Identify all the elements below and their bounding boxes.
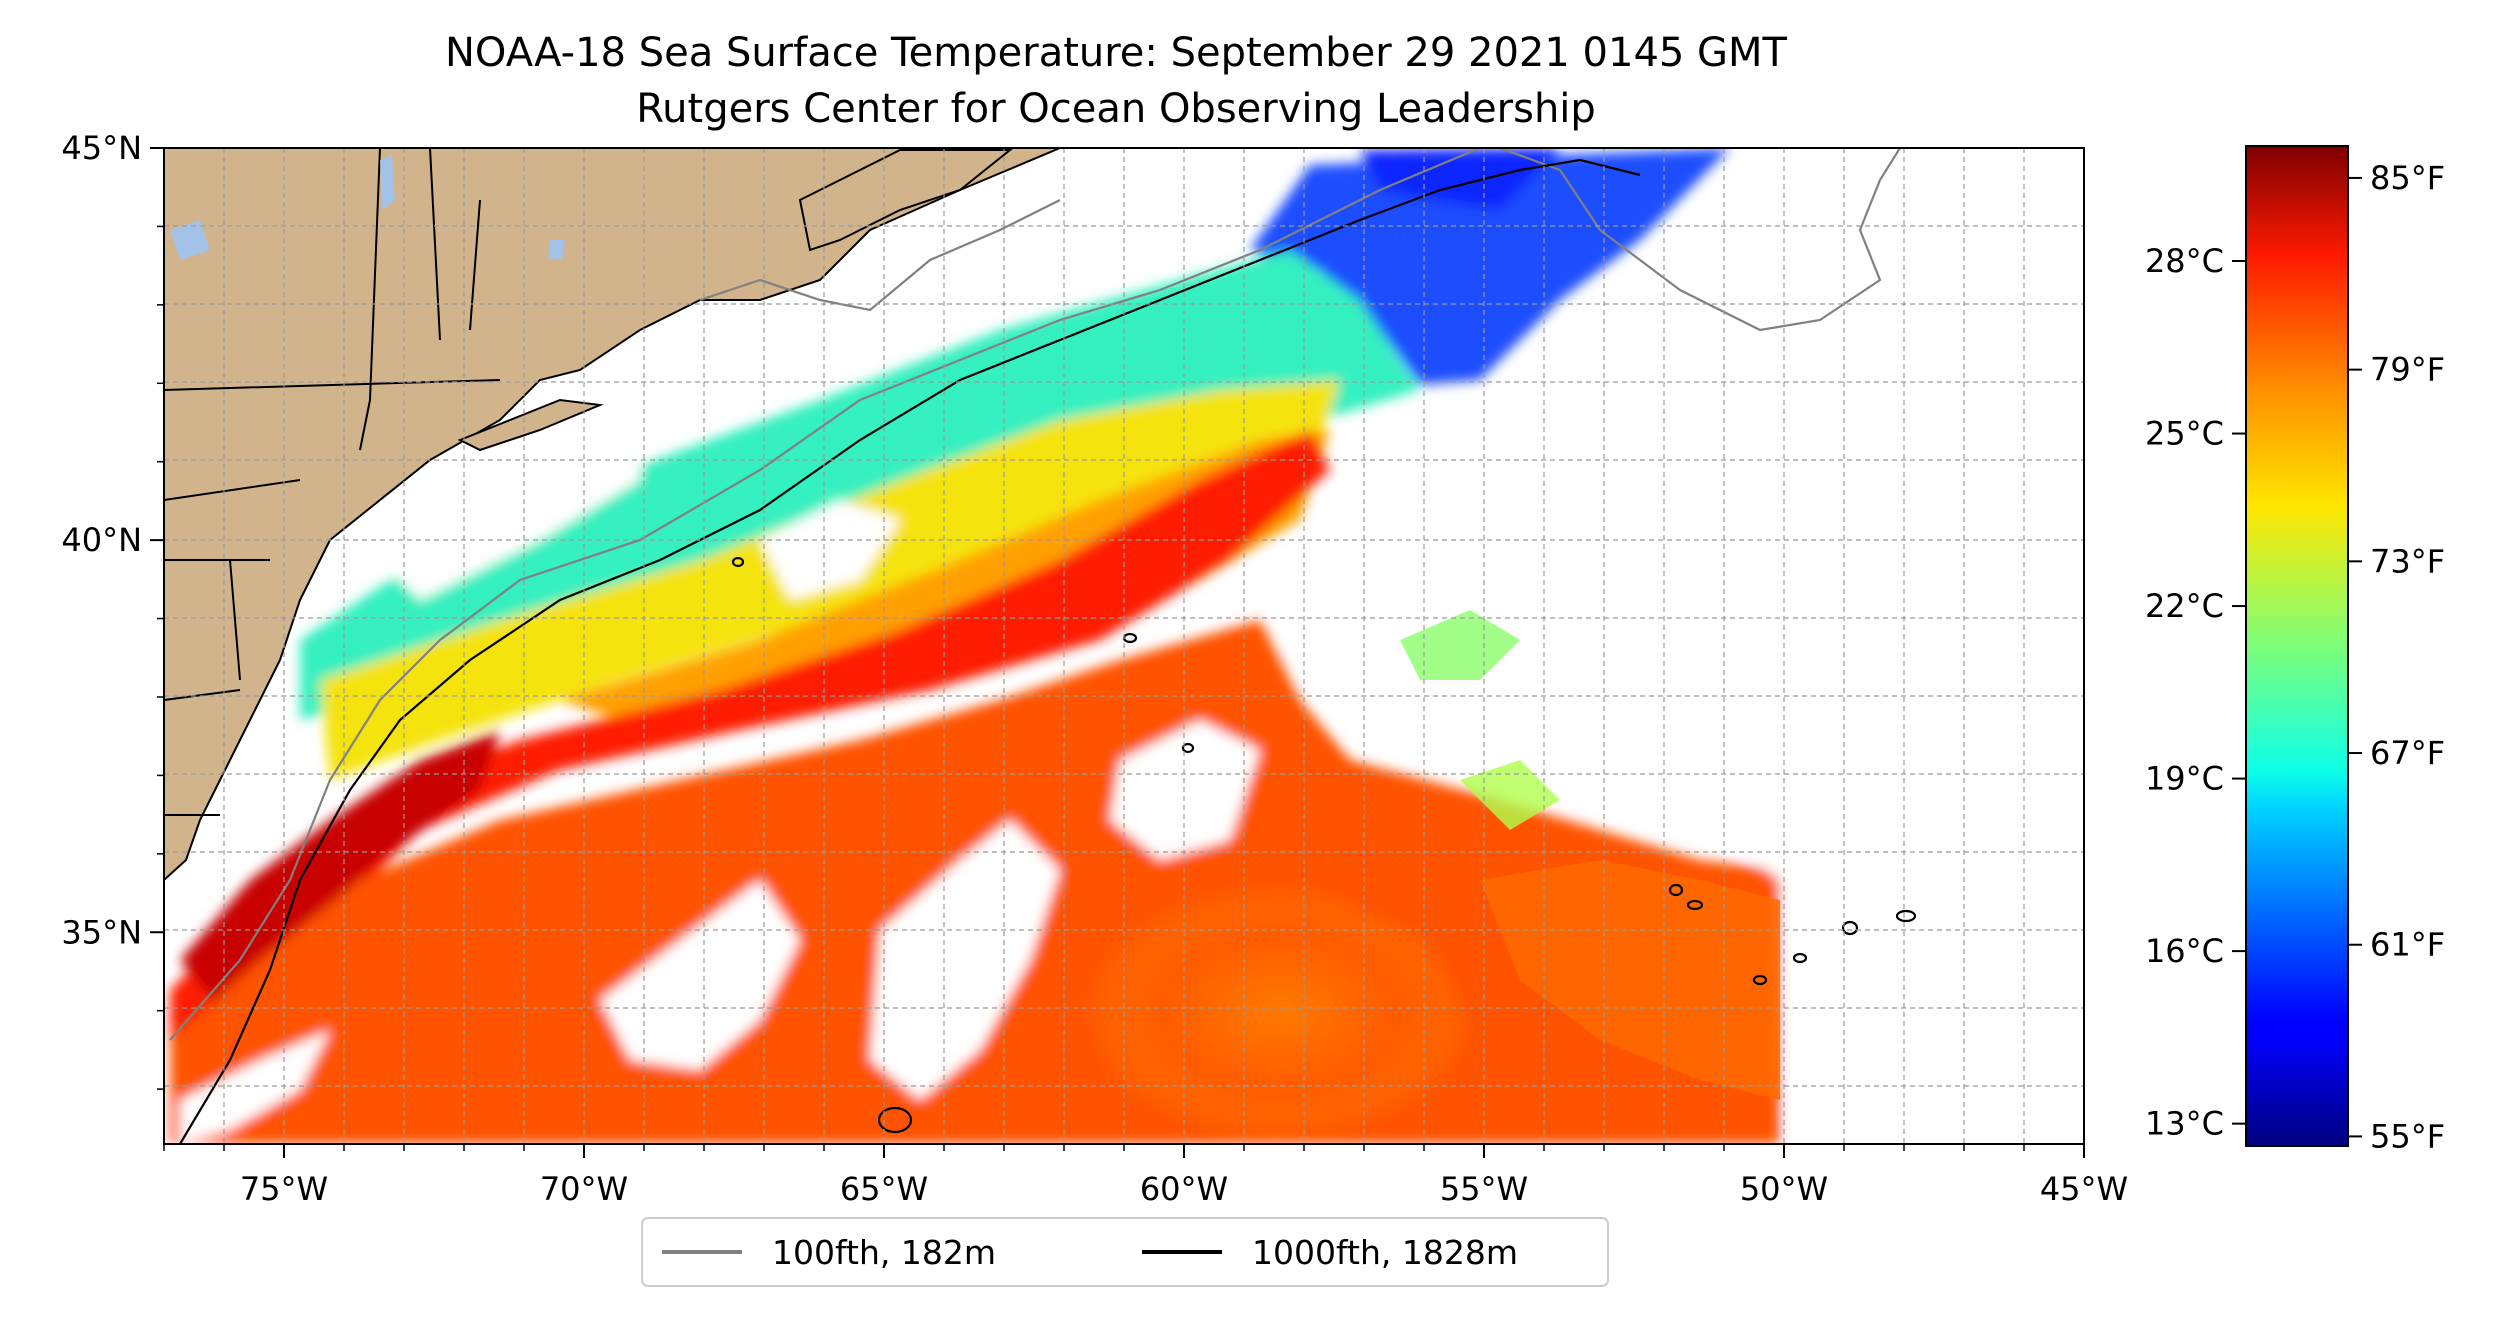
sst-cold-patch xyxy=(1250,148,1730,385)
y-axis: 45°N 40°N 35°N xyxy=(61,129,164,1090)
y-tick-label: 35°N xyxy=(61,913,142,951)
sst-gulf-stream-dark xyxy=(180,730,500,1010)
legend-box xyxy=(641,1217,1609,1287)
cloud-gap-5 xyxy=(1350,470,2084,1144)
colorbar-celsius-label: 13°C xyxy=(2145,1105,2224,1143)
colorbar-fahrenheit-label: 61°F xyxy=(2370,926,2445,964)
colorbar-celsius-label: 22°C xyxy=(2145,587,2224,625)
colorbar-fahrenheit-ticks: 85°F 79°F 73°F 67°F 61°F 55°F xyxy=(2348,159,2445,1155)
y-tick-label: 45°N xyxy=(61,129,142,167)
colorbar-fahrenheit-label: 79°F xyxy=(2370,351,2445,389)
x-tick-label: 65°W xyxy=(840,1170,928,1208)
cloud-gap-1 xyxy=(180,1030,330,1144)
cloud-gap-4 xyxy=(1110,720,1260,860)
colorbar-celsius-label: 16°C xyxy=(2145,932,2224,970)
colorbar-fahrenheit-label: 55°F xyxy=(2370,1117,2445,1155)
x-tick-label: 55°W xyxy=(1440,1170,1528,1208)
colorbar-celsius-label: 28°C xyxy=(2145,242,2224,280)
y-tick-label: 40°N xyxy=(61,521,142,559)
x-tick-label: 45°W xyxy=(2040,1170,2128,1208)
x-tick-label: 60°W xyxy=(1140,1170,1228,1208)
sst-orange-north xyxy=(560,430,1330,740)
map-grid xyxy=(164,148,2084,1144)
land xyxy=(164,148,1061,882)
x-tick-label: 50°W xyxy=(1740,1170,1828,1208)
map-panel[interactable] xyxy=(164,148,2084,1144)
sst-deep-blue-patch xyxy=(1360,148,1560,210)
colorbar-fahrenheit-label: 67°F xyxy=(2370,734,2445,772)
title-line-1: NOAA-18 Sea Surface Temperature: Septemb… xyxy=(445,30,1788,76)
colorbar: 28°C 25°C 22°C 19°C 16°C 13°C 85°F 79°F 73°F 67°… xyxy=(2145,145,2445,1155)
sst-east-patches xyxy=(1400,610,1780,1100)
sst-field xyxy=(170,148,2084,1144)
colorbar-fahrenheit-label: 73°F xyxy=(2370,542,2445,580)
cloud-gap-2 xyxy=(600,880,800,1070)
contour-100fth xyxy=(169,148,1901,1041)
cloud-gap-8 xyxy=(380,420,640,600)
title-line-2: Rutgers Center for Ocean Observing Leade… xyxy=(636,86,1596,132)
legend-label-100fth: 100fth, 182m xyxy=(772,1233,996,1272)
land-long-island xyxy=(457,398,604,452)
x-tick-label: 70°W xyxy=(540,1170,628,1208)
colorbar-fahrenheit-label: 85°F xyxy=(2370,159,2445,197)
legend-label-1000fth: 1000fth, 1828m xyxy=(1252,1233,1518,1272)
colorbar-celsius-ticks: 28°C 25°C 22°C 19°C 16°C 13°C xyxy=(2145,242,2246,1143)
land-nova-scotia xyxy=(798,149,1013,252)
colorbar-celsius-label: 25°C xyxy=(2145,415,2224,453)
sst-warm-eddy xyxy=(1080,880,1480,1144)
cloud-gap-6 xyxy=(760,500,900,600)
sst-gulf-stream-core xyxy=(170,430,1330,1090)
colorbar-gradient xyxy=(2245,145,2349,1147)
colorbar-celsius-label: 19°C xyxy=(2145,760,2224,798)
x-axis: 75°W 70°W 65°W 60°W 55°W 50°W 45°W xyxy=(163,1144,2128,1208)
cloud-gap-3 xyxy=(870,820,1060,1100)
x-tick-label: 75°W xyxy=(240,1170,328,1208)
contour-1000fth xyxy=(179,158,1917,1144)
legend: 100fth, 182m 1000fth, 1828m xyxy=(641,1217,1609,1287)
